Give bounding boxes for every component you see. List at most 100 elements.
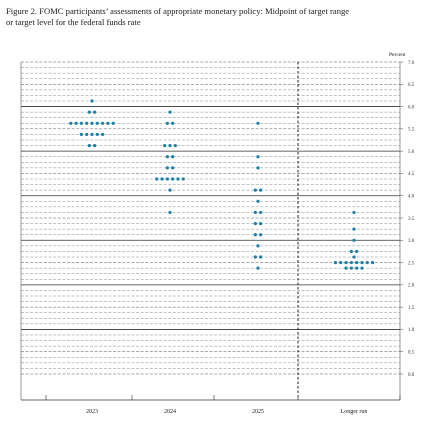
- participant-dot: [355, 266, 359, 270]
- participant-dot: [168, 143, 172, 148]
- grid-lines: [21, 61, 400, 375]
- participant-dot: [155, 177, 159, 181]
- unit-label: Percent: [389, 52, 406, 58]
- participant-dot: [171, 155, 175, 159]
- participant-dot: [355, 260, 359, 265]
- participant-dot: [171, 166, 175, 170]
- participant-dot: [160, 177, 164, 181]
- participant-dot: [253, 233, 257, 237]
- figure-title-line-1: Figure 2. FOMC participants’ assessments…: [6, 6, 350, 16]
- participant-dot: [349, 260, 353, 265]
- x-category-label: 2024: [164, 409, 176, 415]
- participant-dot: [352, 255, 356, 259]
- participant-dot: [365, 260, 369, 265]
- participant-dot: [253, 255, 257, 259]
- x-axis: 2023 2024 2025 Longer run: [45, 395, 401, 415]
- participant-dot: [352, 238, 356, 242]
- y-tick-label: 4.5: [408, 172, 415, 177]
- participant-dot: [111, 121, 115, 125]
- participant-dot: [163, 143, 167, 148]
- participant-dot: [352, 227, 356, 231]
- participant-dot: [360, 266, 364, 270]
- participant-dot: [93, 110, 97, 114]
- y-tick-label: 3.0: [408, 239, 415, 244]
- participant-dot: [168, 110, 172, 114]
- participant-dot: [256, 166, 260, 170]
- participant-dot: [344, 260, 348, 265]
- participant-dot: [85, 121, 89, 125]
- dots: [69, 99, 375, 270]
- participant-dot: [69, 121, 73, 125]
- y-axis: 0.0 0.5 1.0 1.5 2.0 2.5 3.0 3.5 4.0 4.5 5.0 5.5 6.0 6…: [400, 61, 415, 378]
- x-category-label: 2025: [252, 409, 264, 415]
- participant-dot: [256, 244, 260, 248]
- figure-title-line-2: or target level for the federal funds ra…: [6, 17, 141, 27]
- plot-frame: [20, 62, 401, 401]
- y-tick-label: 1.0: [408, 328, 415, 333]
- participant-dot: [74, 121, 78, 125]
- figure-title: Figure 2. FOMC participants’ assessments…: [6, 6, 434, 28]
- participant-dot: [165, 121, 169, 125]
- participant-dot: [85, 132, 89, 137]
- participant-dot: [171, 177, 175, 181]
- participant-dot: [360, 260, 364, 265]
- participant-dot: [259, 233, 263, 237]
- participant-dot: [101, 132, 105, 137]
- participant-dot: [256, 155, 260, 159]
- participant-dot: [181, 177, 185, 181]
- y-tick-label: 5.5: [408, 128, 415, 133]
- participant-dot: [253, 221, 257, 226]
- participant-dot: [344, 266, 348, 270]
- participant-dot: [256, 266, 260, 270]
- participant-dot: [106, 121, 110, 125]
- participant-dot: [253, 188, 257, 192]
- participant-dot: [253, 210, 257, 215]
- y-tick-label: 5.0: [408, 150, 415, 155]
- participant-dot: [259, 255, 263, 259]
- participant-dot: [95, 121, 99, 125]
- participant-dot: [352, 210, 356, 215]
- y-tick-label: 1.5: [408, 306, 415, 311]
- participant-dot: [370, 260, 375, 265]
- participant-dot: [90, 121, 94, 125]
- participant-dot: [349, 249, 353, 254]
- participant-dot: [176, 177, 180, 181]
- participant-dot: [101, 121, 105, 125]
- y-tick-label: 7.0: [408, 61, 415, 66]
- participant-dot: [259, 210, 263, 215]
- participant-dot: [95, 132, 99, 137]
- participant-dot: [349, 266, 353, 270]
- participant-dot: [339, 260, 343, 265]
- y-tick-label: 3.5: [408, 217, 415, 222]
- participant-dot: [165, 177, 169, 181]
- participant-dot: [173, 143, 177, 148]
- participant-dot: [256, 199, 260, 203]
- y-tick-label: 2.5: [408, 261, 415, 266]
- participant-dot: [168, 188, 172, 192]
- participant-dot: [333, 260, 338, 265]
- participant-dot: [355, 249, 359, 254]
- y-tick-label: 6.0: [408, 105, 415, 110]
- participant-dot: [165, 155, 169, 159]
- y-tick-label: 4.0: [408, 195, 415, 200]
- y-tick-label: 0.0: [408, 373, 415, 378]
- participant-dot: [90, 132, 94, 137]
- participant-dot: [79, 121, 83, 125]
- y-tick-label: 0.5: [408, 351, 415, 356]
- y-tick-label: 2.0: [408, 284, 415, 289]
- participant-dot: [259, 188, 263, 192]
- participant-dot: [171, 121, 175, 125]
- participant-dot: [79, 132, 83, 137]
- participant-dot: [256, 121, 260, 125]
- participant-dot: [259, 221, 263, 226]
- participant-dot: [90, 99, 94, 103]
- participant-dot: [168, 210, 172, 215]
- y-tick-label: 6.5: [408, 83, 415, 88]
- participant-dot: [165, 166, 169, 170]
- participant-dot: [87, 110, 91, 114]
- participant-dot: [87, 143, 91, 148]
- participant-dot: [93, 143, 97, 148]
- x-category-label: 2023: [86, 409, 98, 415]
- x-category-label: Longer run: [341, 409, 368, 415]
